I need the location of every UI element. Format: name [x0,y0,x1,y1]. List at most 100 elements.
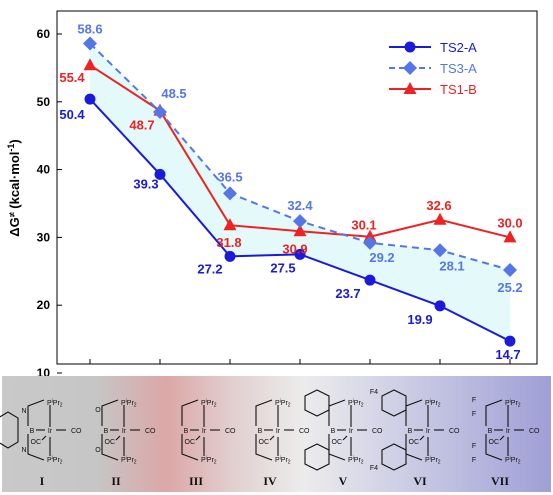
legend-marker [403,82,417,94]
data-label: 48.7 [129,118,154,133]
data-label: 31.8 [216,235,241,250]
data-point [504,335,516,347]
carbonyl-label: OC [409,439,420,446]
plot-frame [56,10,538,365]
iridium-label: Ir [122,428,127,435]
carbonyl-label: OC [31,439,42,446]
panel-label: II [111,474,121,488]
nitrogen-label: N [21,408,26,415]
data-label: 30.9 [282,241,307,256]
data-label: 50.4 [59,107,85,122]
boron-label: B [104,428,109,435]
fluorine-label: F4 [370,465,378,472]
carbonyl-label: OC [332,439,343,446]
legend-marker [404,41,416,53]
boron-label: B [331,428,336,435]
phosphine-label: PiPr2 [275,456,291,466]
data-point [223,186,237,201]
data-label: 32.4 [287,198,313,213]
data-label: 48.5 [161,86,186,101]
legend-label: TS1-B [440,82,477,97]
structure-panel-6: Ir CO OC PiPr2 PiPr2 B F4 F4 VI [370,389,460,488]
data-point [433,212,447,225]
legend-label: TS3-A [440,61,477,76]
data-point [433,243,447,258]
phosphine-label: PiPr2 [121,456,137,466]
data-point [293,224,307,237]
carbonyl-label: CO [71,428,82,435]
data-point [83,58,97,71]
data-label: 39.3 [133,176,158,191]
legend-label: TS2-A [440,40,477,55]
carbonyl-label: CO [372,428,383,435]
phosphine-label: PiPr2 [201,399,217,409]
y-tick-label: 60 [37,27,51,41]
data-label: 25.2 [497,280,522,295]
carbonyl-label: CO [529,428,540,435]
fluorine-label: F [472,411,476,418]
data-point [364,274,376,286]
iridium-label: Ir [506,428,511,435]
structure-panel-3: Ir CO OC PiPr2 PiPr2 B III [181,399,236,488]
data-label: 19.9 [407,312,432,327]
panel-label: IV [263,474,277,488]
series-ts2-a [84,93,516,347]
carbonyl-label: OC [259,439,270,446]
data-point [83,36,97,51]
legend-item-ts2-a: TS2-A [389,40,477,55]
fluorine-label: F [472,443,476,450]
data-point [153,104,167,119]
structure-panel-4: Ir CO OC PiPr2 PiPr2 B IV [255,399,310,488]
y-tick-label: 50 [37,95,51,109]
data-point [363,235,377,250]
panel-label: III [189,474,203,488]
legend-marker [403,61,417,75]
oxygen-label: O [95,407,101,414]
data-point [503,262,517,277]
phosphine-label: PiPr2 [348,399,364,409]
data-point [84,93,96,105]
carbonyl-label: OC [105,439,116,446]
carbonyl-label: CO [299,428,310,435]
phosphine-label: PiPr2 [47,456,63,466]
boron-label: B [184,428,189,435]
boron-label: B [408,428,413,435]
data-label: 36.5 [217,169,242,184]
structure-panel-1: Ir CO OC PiPr2 PiPr2 B N N I [0,399,82,488]
legend-item-ts1-b: TS1-B [389,82,477,97]
boron-label: B [488,428,493,435]
data-point [223,218,237,231]
legend-item-ts3-a: TS3-A [389,61,477,76]
carbonyl-label: CO [225,428,236,435]
fluorine-label: F4 [370,389,378,396]
data-label: 55.4 [59,70,85,85]
panel-label: VII [491,474,509,488]
phosphine-label: PiPr2 [201,456,217,466]
nitrogen-label: N [21,447,26,454]
phosphine-label: PiPr2 [425,456,441,466]
carbonyl-label: OC [489,439,500,446]
phosphine-label: PiPr2 [425,399,441,409]
data-label: 27.2 [197,261,222,276]
phosphine-label: PiPr2 [121,399,137,409]
data-label: 28.1 [439,258,464,273]
fluorine-label: F [472,457,476,464]
y-tick-label: 20 [37,298,51,312]
fill-between-polygon [90,43,510,342]
phosphine-label: PiPr2 [505,456,521,466]
data-label: 14.7 [495,347,520,362]
data-point [503,230,517,243]
iridium-label: Ir [276,428,281,435]
structure-panel-2: Ir CO OC PiPr2 PiPr2 B O O II [95,399,156,489]
iridium-label: Ir [349,428,354,435]
carbonyl-label: OC [185,439,196,446]
data-point [434,300,446,312]
iridium-label: Ir [426,428,431,435]
data-point [224,250,236,262]
boron-label: B [258,428,263,435]
panel-label: VI [413,474,427,488]
data-label: 30.0 [497,215,522,230]
data-point [293,214,307,229]
